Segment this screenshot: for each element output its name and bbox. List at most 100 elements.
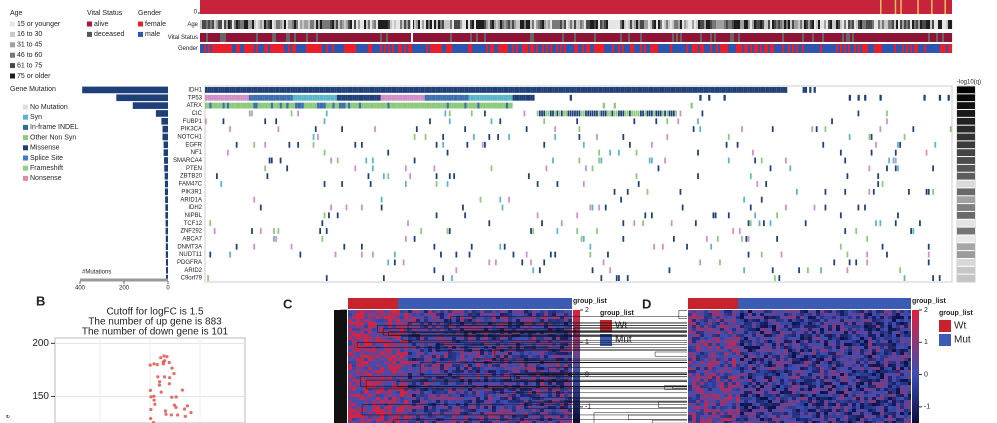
heatmap-cell bbox=[568, 394, 572, 397]
heatmap-cell bbox=[688, 325, 692, 328]
heatmap-cell bbox=[492, 370, 496, 373]
heatmap-cell bbox=[536, 319, 540, 322]
track-cell bbox=[858, 33, 861, 42]
heatmap-cell bbox=[448, 340, 452, 343]
heatmap-cell bbox=[568, 319, 572, 322]
heatmap-cell bbox=[400, 409, 404, 412]
heatmap-cell bbox=[752, 319, 756, 322]
heatmap-cell bbox=[476, 319, 480, 322]
mutation-cell bbox=[440, 87, 443, 93]
mutation-cell bbox=[295, 94, 298, 101]
heatmap-cell bbox=[464, 352, 468, 355]
track-cell bbox=[676, 33, 679, 42]
heatmap-cell bbox=[448, 409, 452, 412]
heatmap-cell bbox=[412, 337, 416, 340]
heatmap-cell bbox=[504, 367, 508, 370]
heatmap-cell bbox=[740, 328, 744, 331]
heatmap-cell bbox=[544, 415, 548, 418]
mutation-cell bbox=[330, 102, 333, 109]
track-cell bbox=[682, 20, 685, 29]
heatmap-cell bbox=[352, 325, 356, 328]
heatmap-cell bbox=[424, 409, 428, 412]
heatmap-cell bbox=[536, 340, 540, 343]
heatmap-cell bbox=[372, 397, 376, 400]
heatmap-cell bbox=[724, 328, 728, 331]
heatmap-cell bbox=[484, 367, 488, 370]
heatmap-cell bbox=[416, 421, 420, 423]
mutation-cell bbox=[530, 87, 533, 93]
heatmap-cell bbox=[544, 322, 548, 325]
heatmap-cell bbox=[528, 322, 532, 325]
mutation-cell bbox=[648, 110, 651, 117]
mutation-cell bbox=[277, 102, 280, 109]
mutation-cell bbox=[251, 102, 254, 109]
heatmap-cell bbox=[872, 322, 876, 325]
track-cell bbox=[504, 20, 507, 29]
legend-swatch bbox=[23, 124, 28, 130]
track-cell bbox=[900, 20, 903, 29]
heatmap-cell bbox=[556, 364, 560, 367]
heatmap-cell bbox=[492, 394, 496, 397]
heatmap-cell bbox=[364, 310, 368, 313]
track-cell bbox=[846, 20, 849, 29]
track-cell bbox=[208, 20, 211, 29]
mutation-cell bbox=[297, 110, 300, 117]
track-cell bbox=[916, 20, 919, 29]
heatmap-cell bbox=[380, 343, 384, 346]
mutation-cell bbox=[270, 157, 273, 164]
heatmap-cell bbox=[556, 340, 560, 343]
mutation-cell bbox=[640, 110, 642, 117]
track-cell bbox=[554, 33, 557, 42]
heatmap-cell bbox=[428, 358, 432, 361]
mutation-cell bbox=[468, 102, 471, 109]
track-cell bbox=[340, 44, 343, 53]
mutation-cell bbox=[253, 243, 256, 250]
track-cell bbox=[686, 33, 689, 42]
heatmap-cell bbox=[412, 370, 416, 373]
mutation-cell bbox=[857, 94, 860, 101]
track-cell bbox=[316, 20, 319, 29]
track-cell bbox=[496, 20, 499, 29]
mutation-cell bbox=[396, 87, 399, 93]
track-cell bbox=[452, 44, 455, 53]
track-cell bbox=[514, 33, 517, 42]
mutation-cell bbox=[488, 87, 491, 93]
mutation-cell bbox=[420, 228, 423, 234]
heatmap-cell bbox=[492, 400, 496, 403]
heatmap-cell bbox=[408, 397, 412, 400]
heatmap-cell bbox=[740, 319, 744, 322]
heatmap-cell bbox=[848, 328, 852, 331]
heatmap-cell bbox=[560, 394, 564, 397]
track-cell bbox=[478, 44, 481, 53]
mutation-cell bbox=[211, 94, 214, 101]
track-cell bbox=[848, 33, 851, 42]
mutation-cell bbox=[299, 102, 302, 109]
mutation-cell bbox=[927, 251, 930, 258]
heatmap-cell bbox=[892, 319, 896, 322]
mutation-cell bbox=[371, 251, 374, 258]
track-cell bbox=[522, 44, 525, 53]
mutation-cell bbox=[336, 102, 340, 109]
heatmap-cell bbox=[392, 421, 396, 423]
mutation-cell bbox=[396, 94, 399, 101]
track-cell bbox=[526, 44, 529, 53]
track-cell bbox=[542, 33, 545, 42]
top-bar-accent bbox=[900, 0, 902, 14]
track-cell bbox=[466, 33, 469, 42]
heatmap-cell bbox=[536, 364, 540, 367]
mutation-cell bbox=[604, 87, 608, 93]
q-cell bbox=[957, 219, 975, 227]
mutation-cell bbox=[336, 212, 339, 219]
heatmap-cell bbox=[416, 349, 420, 352]
track-cell bbox=[268, 44, 271, 53]
heatmap-cell bbox=[556, 325, 560, 328]
mutation-cell bbox=[877, 181, 880, 187]
heatmap-cell bbox=[816, 325, 820, 328]
mutation-cell bbox=[552, 87, 555, 93]
heatmap-cell bbox=[436, 409, 440, 412]
heatmap-cell bbox=[764, 310, 768, 313]
track-cell bbox=[276, 44, 279, 53]
track-cell bbox=[272, 33, 275, 42]
heatmap-cell bbox=[360, 379, 364, 382]
heatmap-cell bbox=[428, 382, 432, 385]
